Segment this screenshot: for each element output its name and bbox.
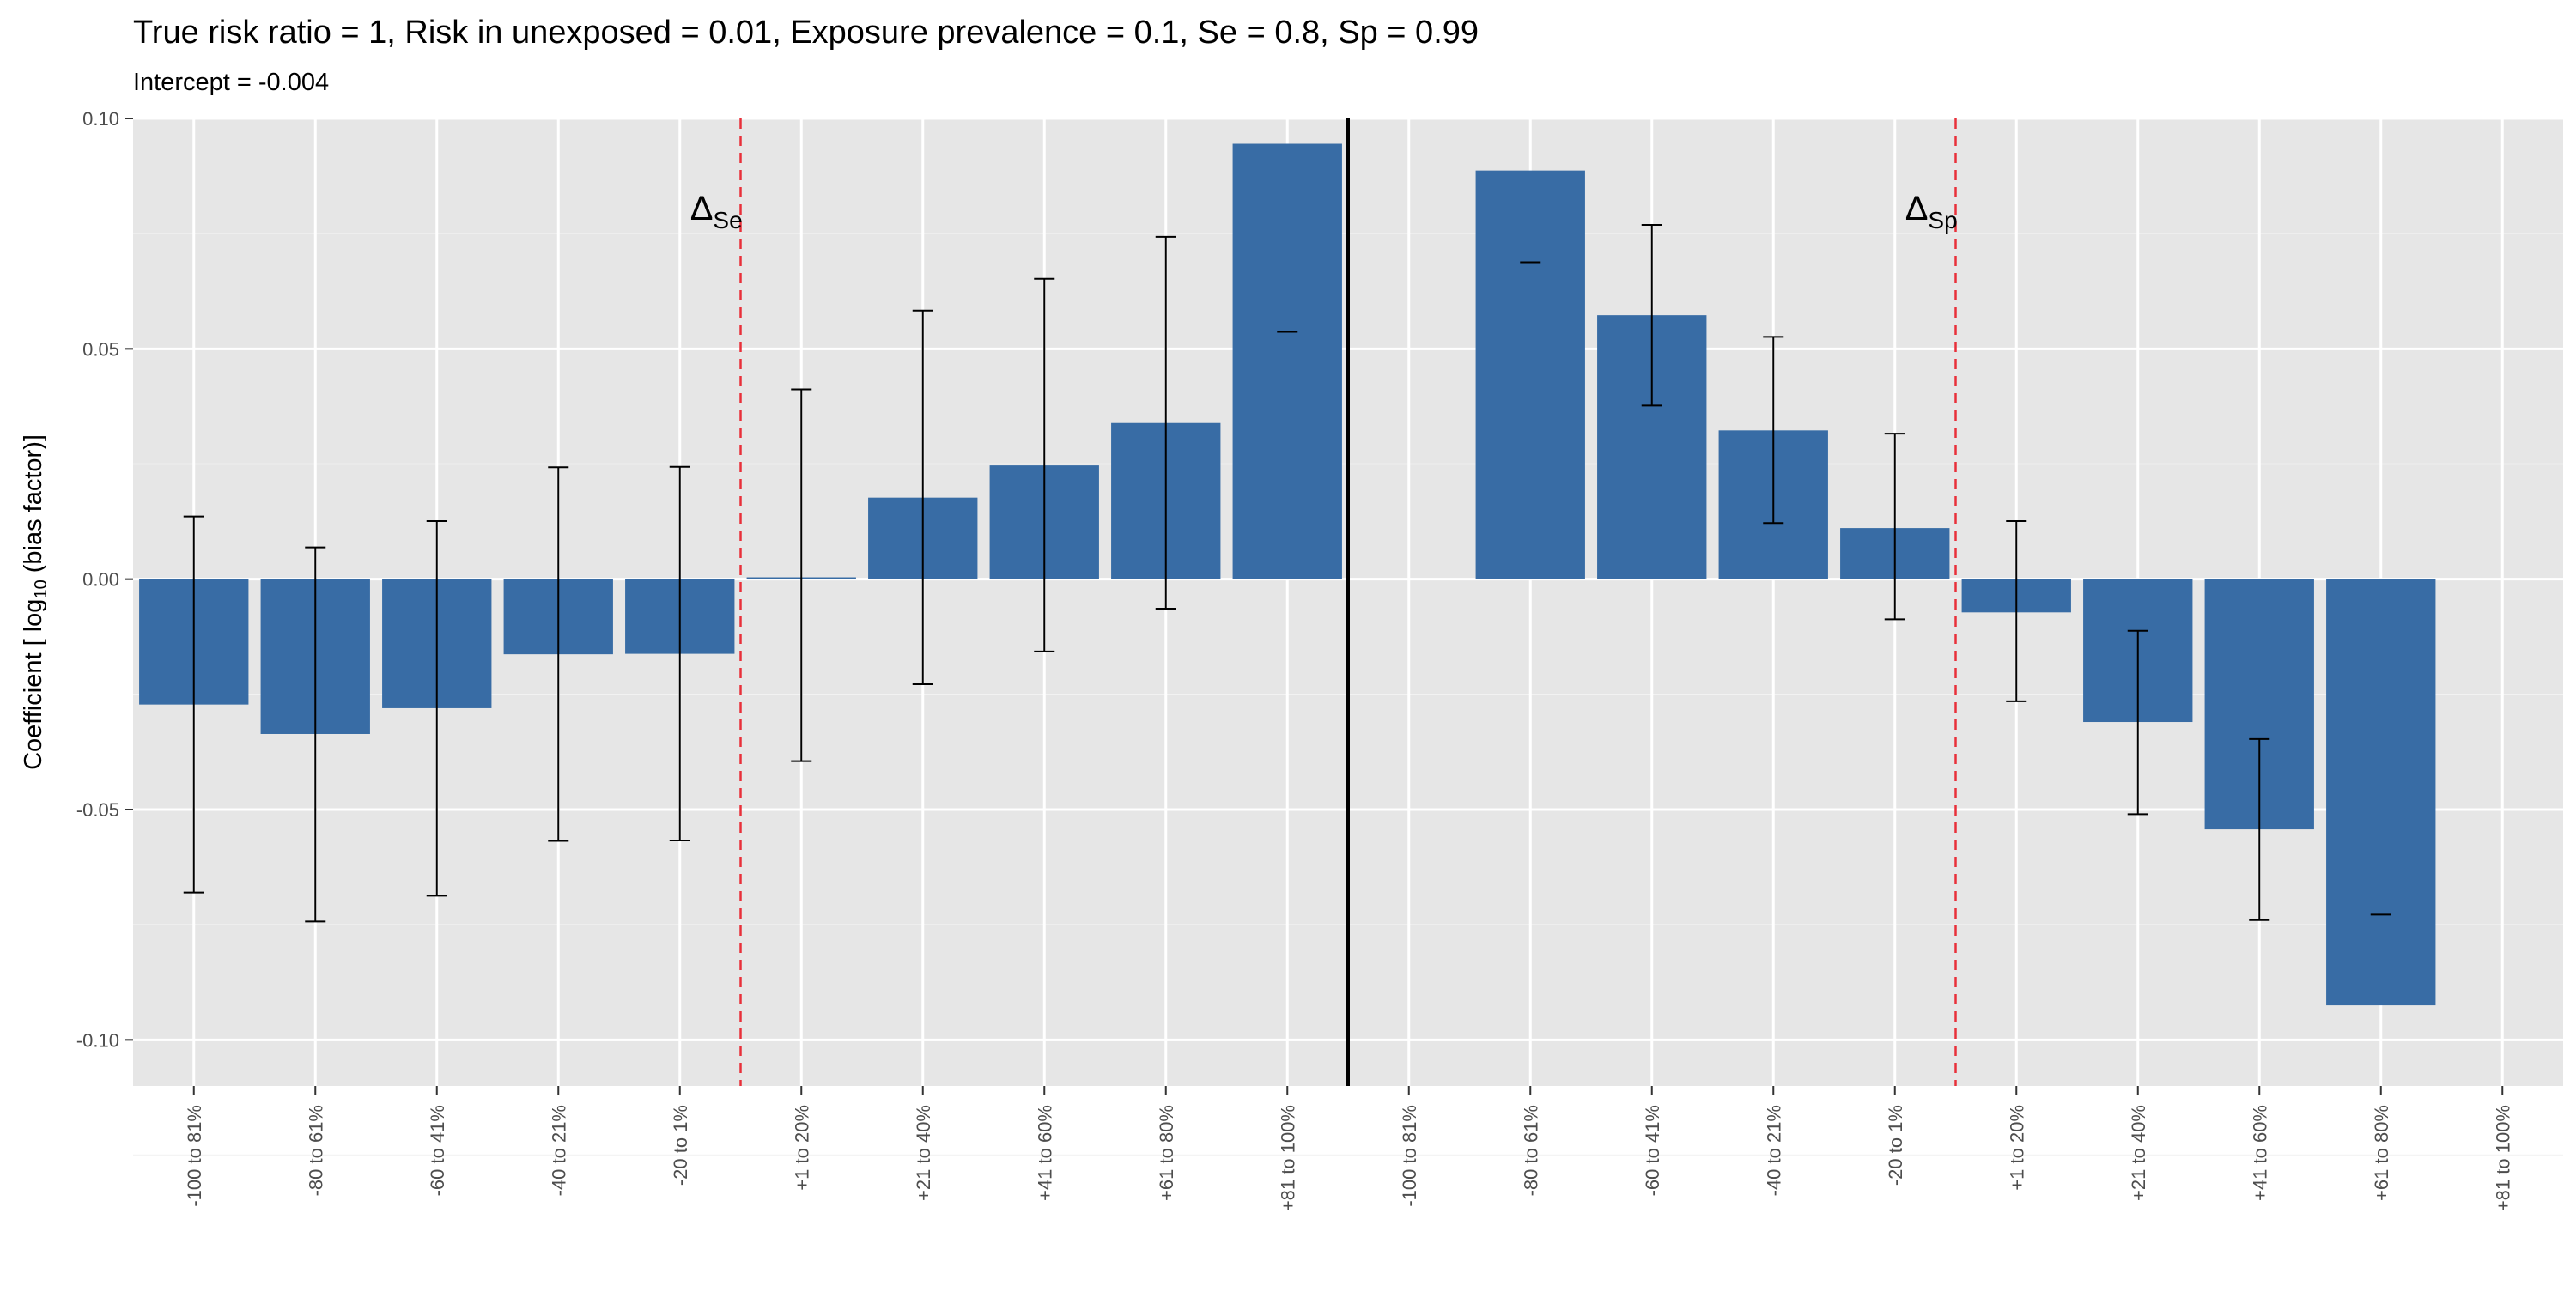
x-tick-label: +41 to 60% [1034,1105,1055,1201]
bar [2326,579,2436,1006]
x-tick-label: -100 to 81% [184,1105,205,1207]
y-tick-label: 0.05 [82,338,119,360]
bar [1475,170,1585,579]
error-bar [669,465,690,841]
error-bar [1034,277,1055,652]
x-tick-label: -40 to 21% [548,1105,569,1196]
x-tick-label: +1 to 20% [2006,1105,2027,1191]
x-tick-label: -60 to 41% [427,1105,448,1196]
error-bar [1763,336,1784,525]
x-tick-label: -100 to 81% [1399,1105,1420,1207]
y-axis-label: Coefficient [ log10 (bias factor)] [20,434,51,770]
x-tick-label: +21 to 40% [913,1105,934,1201]
x-tick-label: -80 to 61% [305,1105,326,1196]
delta-symbol: Δ [1905,190,1929,227]
y-tick-label: -0.10 [76,1029,119,1051]
x-tick-label: +1 to 20% [791,1105,812,1191]
y-tick-label: 0.00 [82,569,119,591]
x-tick-label: -20 to 1% [670,1105,691,1186]
plot-marks: ΔSe ΔSp [139,118,2436,1086]
x-tick-label: +81 to 100% [2492,1105,2513,1211]
delta-subscript: Se [713,207,742,234]
error-bar [791,388,812,762]
y-axis-label-pre: Coefficient [ log [20,599,47,770]
chart-title: True risk ratio = 1, Risk in unexposed =… [133,15,1479,51]
x-tick-label: -80 to 61% [1520,1105,1541,1196]
chart-subtitle: Intercept = -0.004 [133,69,329,96]
x-tick-label: +61 to 80% [2371,1105,2392,1201]
y-axis-label-sub: 10 [32,579,51,598]
delta-annotation: ΔSp [1905,190,1958,234]
delta-subscript: Sp [1928,207,1957,234]
error-bar [183,515,204,894]
delta-annotation: ΔSe [690,190,743,234]
x-tick-label: +41 to 60% [2249,1105,2270,1201]
x-tick-label: +61 to 80% [1156,1105,1177,1201]
x-tick-label: -60 to 41% [1642,1105,1663,1196]
delta-symbol: Δ [690,190,714,227]
x-tick-label: +81 to 100% [1277,1105,1298,1211]
y-tick-label: -0.05 [76,799,119,821]
error-bar [548,466,569,842]
y-axis-label-post: (bias factor)] [20,434,47,579]
bar [1232,143,1342,579]
error-bar [426,520,447,897]
error-bar [305,546,326,923]
error-bar [2249,737,2270,921]
error-bar [2127,629,2148,816]
error-bar [2006,520,2027,702]
x-tick-label: +21 to 40% [2128,1105,2149,1201]
x-tick-label: -20 to 1% [1885,1105,1906,1186]
y-tick-label: 0.10 [82,108,119,130]
error-bar [912,309,933,686]
error-bar [1641,223,1662,407]
x-tick-label: -40 to 21% [1763,1105,1784,1196]
error-bar [1155,235,1176,610]
error-bar [1884,433,1905,621]
